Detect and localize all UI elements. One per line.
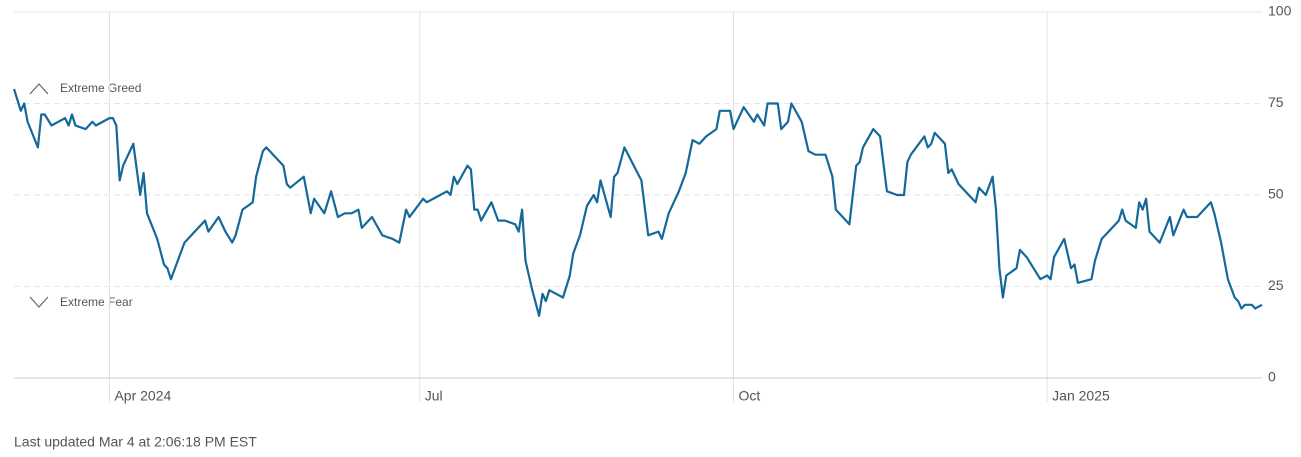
x-tick-label: Oct — [738, 388, 760, 404]
y-tick-label: 100 — [1268, 3, 1292, 19]
greed-icon — [29, 83, 49, 95]
x-tick-label: Jan 2025 — [1052, 388, 1110, 404]
x-tick-label: Jul — [425, 388, 443, 404]
y-tick-label: 25 — [1268, 277, 1284, 293]
greed-label: Extreme Greed — [60, 81, 141, 95]
y-tick-label: 75 — [1268, 94, 1284, 110]
fear-icon — [29, 296, 49, 308]
line — [12, 88, 1263, 317]
y-tick-label: 50 — [1268, 186, 1284, 202]
x-tick-label: Apr 2024 — [114, 388, 171, 404]
footer: Last updated Mar 4 at 2:06:18 PM EST — [14, 434, 257, 450]
y-tick-label: 0 — [1268, 369, 1276, 385]
fear-label: Extreme Fear — [60, 295, 133, 309]
